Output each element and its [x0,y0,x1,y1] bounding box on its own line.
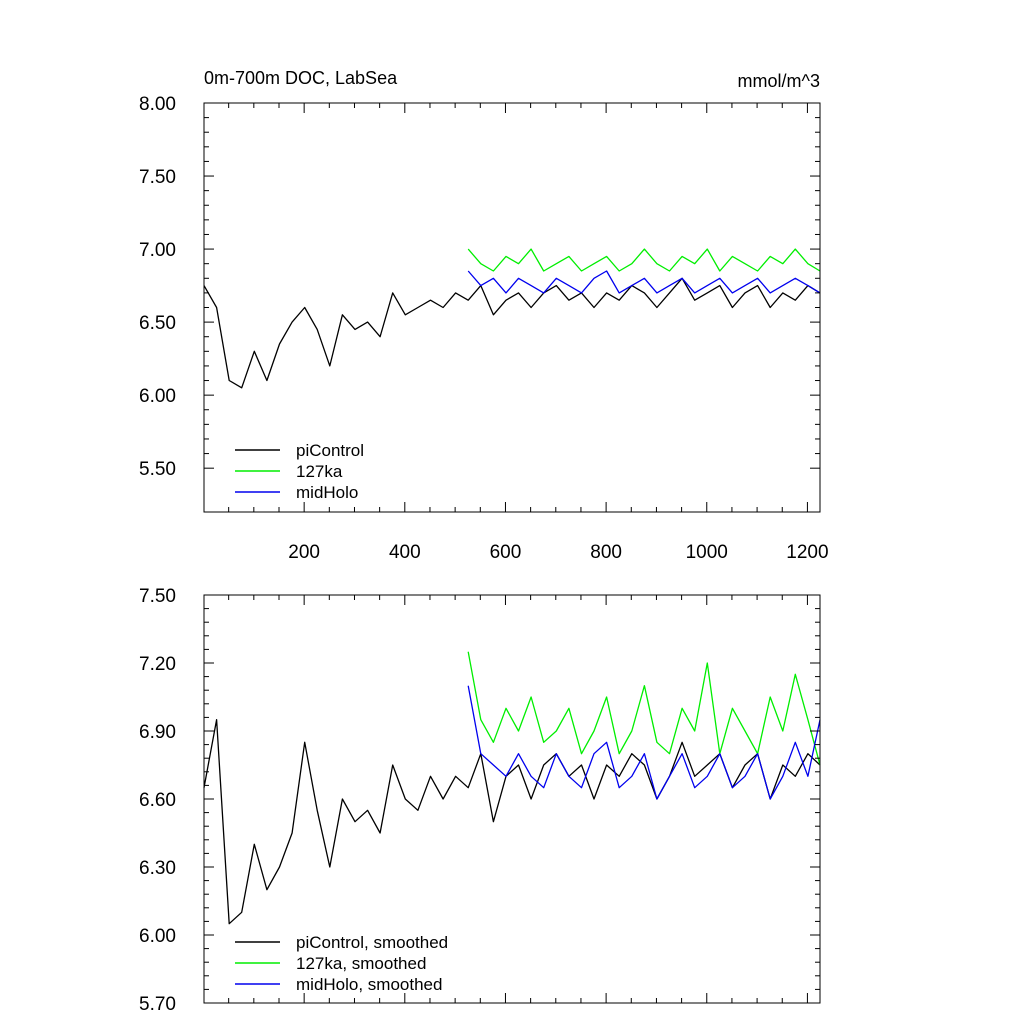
bottom-panel: 7.50 7.20 6.90 6.60 6.30 6.00 5.70 piControl, … [139,586,821,1015]
top-ytick-label: 7.00 [139,240,176,261]
bottom-panel-marks [203,651,821,925]
bottom-legend-label-1: 127ka, smoothed [296,954,426,973]
top-ytick-label: 8.00 [139,94,176,115]
top-xtick-label: 800 [590,542,622,563]
top-xtick-label: 200 [288,542,320,563]
bottom-panel-legend: piControl, smoothed 127ka, smoothed midHol… [235,933,448,994]
top-panel-axes: 8.00 7.50 7.00 6.50 6.00 5.50 200 400 600 800 1000… [139,94,829,563]
top-ytick-label: 6.00 [139,386,176,407]
top-ytick-label: 5.50 [139,459,176,480]
top-xtick-label: 1200 [786,542,828,563]
top-panel-marks [203,248,821,389]
top-series-line-2 [467,270,821,294]
top-panel-title: 0m-700m DOC, LabSea [204,68,398,88]
bottom-series-line-2 [467,685,821,800]
bottom-ytick-label: 7.50 [139,586,176,607]
top-legend-label-1: 127ka [296,462,343,481]
top-xtick-label: 1000 [686,542,728,563]
bottom-panel-axes: 7.50 7.20 6.90 6.60 6.30 6.00 5.70 [139,586,820,1015]
bottom-legend-label-0: piControl, smoothed [296,933,448,952]
bottom-ytick-label: 6.30 [139,858,176,879]
bottom-ytick-label: 5.70 [139,994,176,1015]
top-ytick-label: 6.50 [139,313,176,334]
top-ytick-label: 7.50 [139,167,176,188]
bottom-series-line-0 [203,719,821,925]
bottom-ytick-label: 6.60 [139,790,176,811]
bottom-ytick-label: 6.00 [139,926,176,947]
top-series-line-0 [203,277,821,389]
top-panel-units: mmol/m^3 [738,71,820,91]
top-legend-label-0: piControl [296,441,364,460]
bottom-ytick-label: 6.90 [139,722,176,743]
bottom-legend-label-2: midHolo, smoothed [296,975,442,994]
bottom-series-line-1 [467,651,821,766]
top-panel-legend: piControl 127ka midHolo [235,441,364,502]
top-xtick-label: 600 [490,542,522,563]
top-series-line-1 [467,248,821,272]
top-panel: 0m-700m DOC, LabSea mmol/m^3 8.00 7.50 7.0… [139,68,829,563]
top-legend-label-2: midHolo [296,483,358,502]
bottom-ytick-label: 7.20 [139,654,176,675]
top-xtick-label: 400 [389,542,421,563]
